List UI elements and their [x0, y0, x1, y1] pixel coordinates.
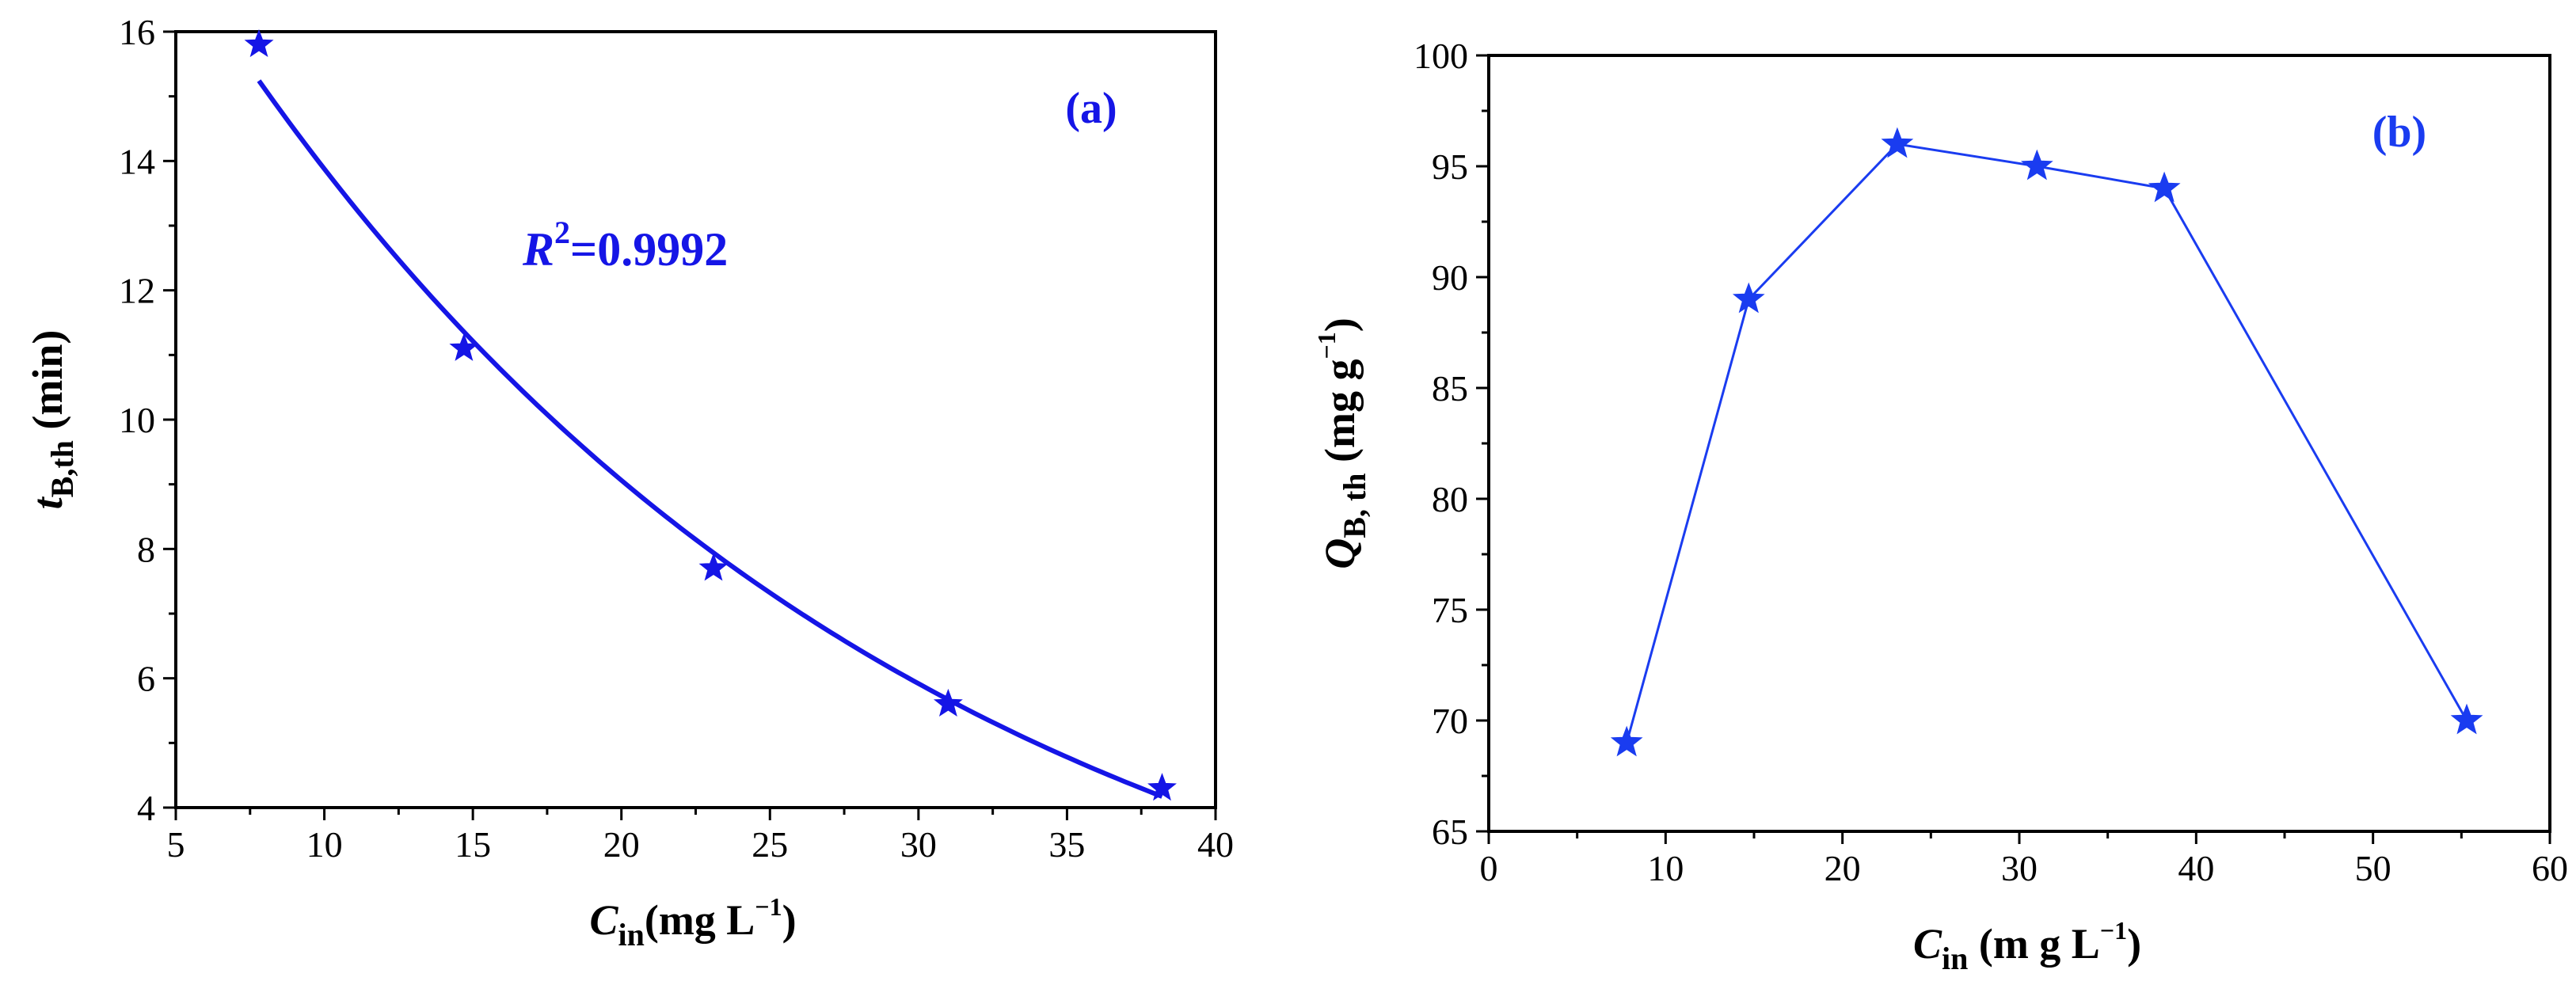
data-point-star	[1881, 127, 1914, 158]
x-tick-label: 20	[1825, 848, 1861, 888]
x-tick-label: 10	[1647, 848, 1684, 888]
chart-panel-b: 0 10 20 30 40 50 60 65 70 75 80 85 90 95 100 (b) Cin (…	[1312, 36, 2568, 976]
y-tick-label: 80	[1432, 479, 1468, 519]
x-tick-label: 50	[2355, 848, 2391, 888]
y-tick-label: 70	[1432, 701, 1468, 741]
data-point-star	[244, 29, 274, 58]
y-tick-label: 75	[1432, 590, 1468, 630]
fit-curve-a	[257, 79, 1163, 799]
x-tick-label: 0	[1480, 848, 1498, 888]
y-tick-label: 12	[119, 271, 155, 311]
x-tick-label: 35	[1048, 824, 1085, 865]
data-point-star	[2450, 703, 2483, 735]
x-axis-title-b: Cin (m g L−1)	[1913, 916, 2141, 976]
y-tick-label: 10	[119, 400, 155, 440]
data-point-star	[1147, 773, 1177, 801]
y-axis-title-a: tB,th (min)	[24, 330, 80, 510]
data-point-star	[1732, 282, 1765, 314]
y-axis-title-b: QB, th (mg g−1)	[1312, 317, 1372, 568]
x-tick-label: 30	[2001, 848, 2038, 888]
x-tick-label: 60	[2532, 848, 2568, 888]
data-point-star	[2020, 149, 2053, 181]
x-tick-label: 40	[1197, 824, 1234, 865]
y-tick-label: 4	[137, 788, 155, 828]
y-tick-label: 65	[1432, 812, 1468, 852]
data-point-star	[449, 333, 479, 361]
panel-label-b: (b)	[2372, 108, 2426, 157]
x-tick-label: 25	[751, 824, 788, 865]
series-line-b	[1625, 143, 2468, 743]
data-point-star	[2148, 171, 2181, 203]
x-tick-label: 5	[167, 824, 185, 865]
y-tick-label: 100	[1414, 36, 1468, 76]
x-tick-label: 30	[900, 824, 937, 865]
x-tick-label: 20	[603, 824, 640, 865]
panel-label-a: (a)	[1065, 84, 1117, 133]
y-tick-label: 95	[1432, 146, 1468, 187]
y-tick-label: 90	[1432, 257, 1468, 298]
x-tick-label: 10	[306, 824, 343, 865]
y-tick-label: 6	[137, 659, 155, 699]
r-squared-annotation: R2=0.9992	[522, 215, 728, 276]
y-tick-label: 14	[119, 141, 155, 181]
x-axis-title-a: Cin(mg L−1)	[589, 892, 796, 952]
plot-frame-a	[174, 30, 1217, 809]
plot-frame-b	[1487, 54, 2551, 833]
data-point-star	[698, 553, 729, 581]
data-point-star	[1610, 725, 1643, 757]
y-tick-label: 8	[137, 529, 155, 569]
x-tick-label: 15	[455, 824, 491, 865]
y-tick-label: 85	[1432, 368, 1468, 409]
chart-panel-a: 5 10 15 20 25 30 35 40 4 6 8 10 12 14 16 (a) R2=0.9992…	[24, 12, 1234, 952]
data-point-star	[933, 688, 963, 717]
y-tick-label: 16	[119, 12, 155, 52]
x-tick-label: 40	[2178, 848, 2214, 888]
